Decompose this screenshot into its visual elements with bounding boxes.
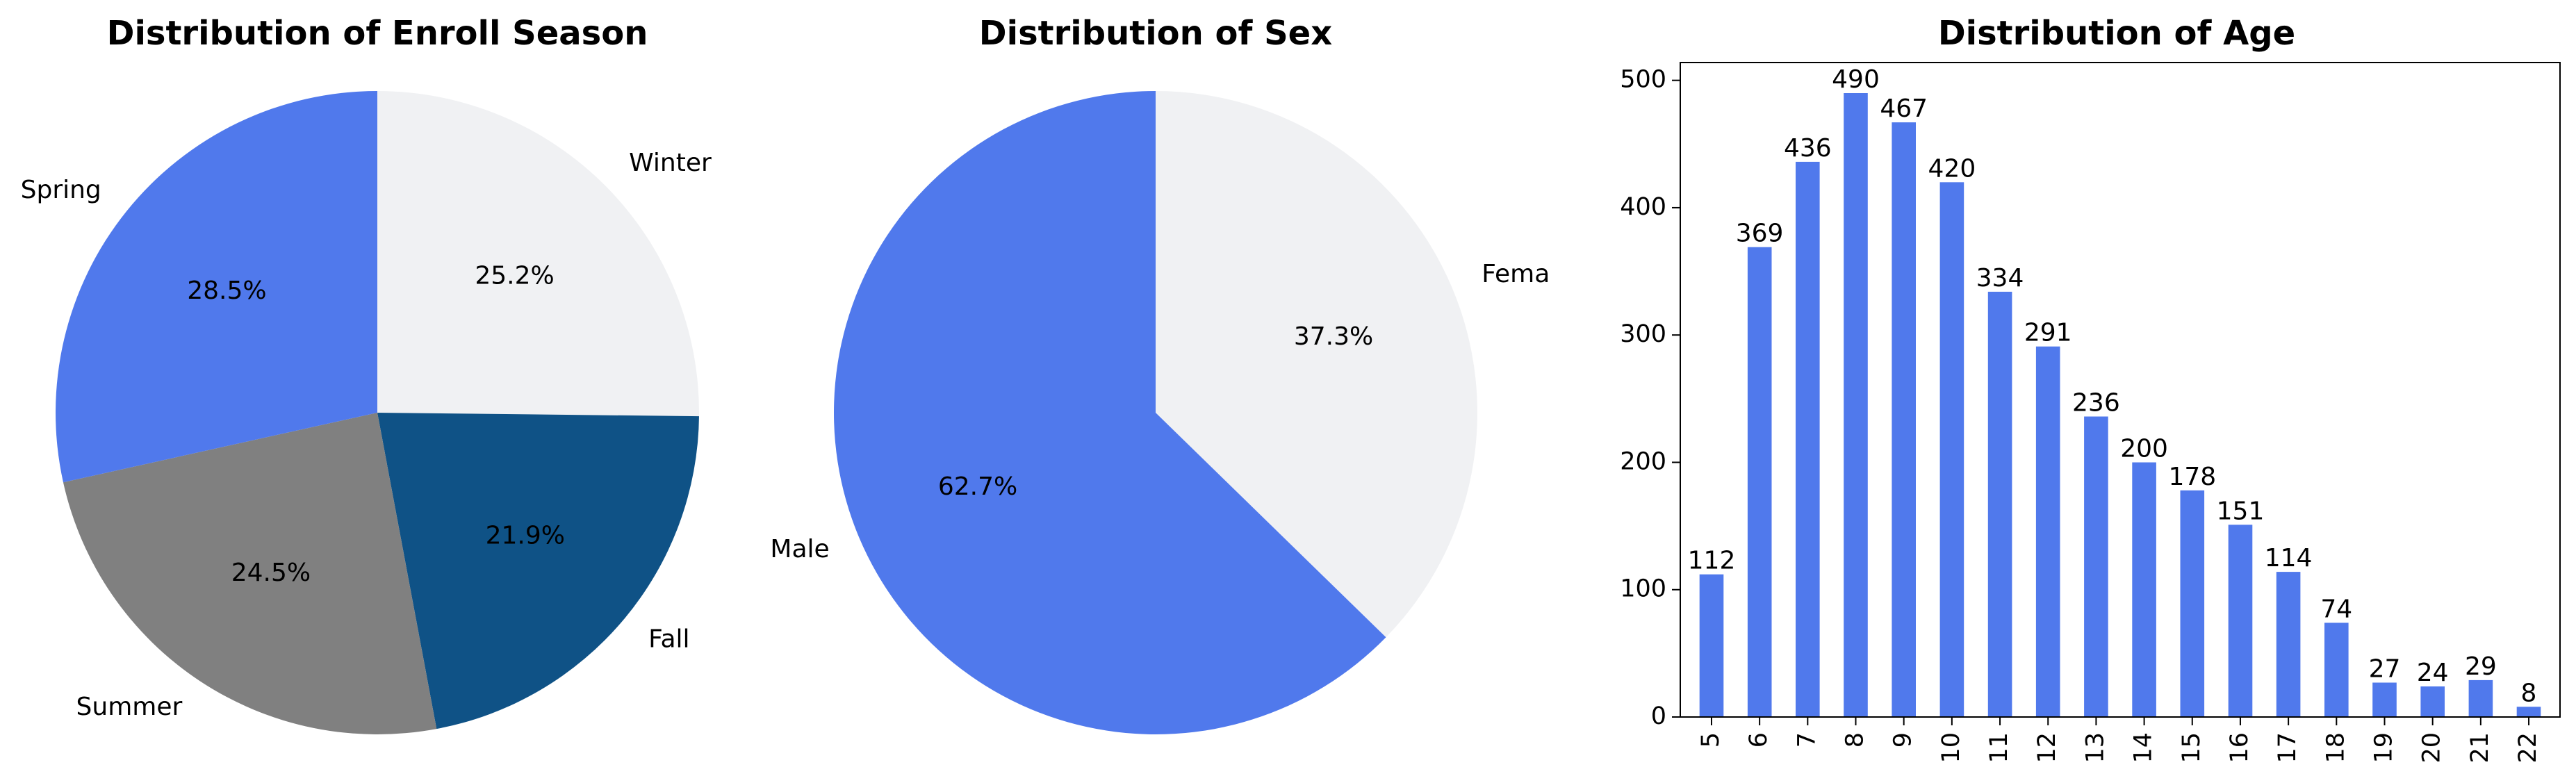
pie-slice-winter: [377, 91, 699, 417]
bar-value-label: 74: [2320, 595, 2352, 623]
bar-value-label: 29: [2465, 652, 2497, 681]
bar-age-21: [2468, 679, 2493, 717]
bar-age-17: [2276, 572, 2301, 717]
x-tick-label: 13: [2081, 732, 2109, 764]
bar-age-20: [2420, 686, 2445, 717]
pie-category-label-male: Male: [770, 535, 829, 563]
bar-age-6: [1747, 247, 1772, 717]
plot-frame: [1680, 62, 2561, 718]
bar-value-label: 24: [2417, 659, 2449, 687]
x-tick-label: 6: [1745, 732, 1773, 748]
bar-age-15: [2180, 490, 2205, 717]
y-tick-label: 100: [1620, 575, 1666, 603]
x-tick-label: 21: [2466, 732, 2494, 764]
bar-age-7: [1796, 161, 1820, 717]
y-tick-label: 300: [1620, 320, 1666, 348]
sex-title: Distribution of Sex: [979, 14, 1332, 53]
enroll-season-title: Distribution of Enroll Season: [107, 14, 648, 53]
x-tick-label: 11: [1985, 732, 2013, 764]
bar-value-label: 420: [1928, 154, 1976, 183]
pie-category-label-summer: Summer: [76, 693, 183, 721]
x-tick-label: 8: [1841, 732, 1869, 748]
pie-percent-label-fall: 21.9%: [486, 522, 565, 550]
pie-percent-label-male: 62.7%: [938, 472, 1017, 501]
bar-age-22: [2516, 707, 2541, 717]
pie-slice-female: [1156, 91, 1478, 638]
bar-age-16: [2228, 525, 2253, 717]
pie-slice-spring: [55, 91, 377, 483]
bar-value-label: 236: [2072, 389, 2120, 418]
pie-category-label-female: Female: [1482, 260, 1550, 288]
pie-category-label-winter: Winter: [629, 149, 712, 177]
bar-value-label: 151: [2217, 497, 2265, 525]
bar-age-8: [1844, 93, 1868, 717]
bar-value-label: 200: [2120, 435, 2168, 463]
y-tick-label: 200: [1620, 447, 1666, 475]
x-tick-label: 12: [2033, 732, 2061, 764]
pie-percent-label-female: 37.3%: [1294, 322, 1373, 351]
bar-value-label: 112: [1688, 547, 1736, 575]
sex-pie-svg: Distribution of Sex Female 37.3% Male 62.7%: [770, 14, 1550, 734]
x-tick-label: 19: [2370, 732, 2398, 764]
x-tick-label: 18: [2322, 732, 2349, 764]
x-tick-label: 16: [2226, 732, 2254, 764]
x-tick-label: 22: [2514, 732, 2542, 764]
sex-pie-chart: Distribution of Sex Female 37.3% Male 62.7%: [757, 0, 1550, 783]
bar-value-label: 114: [2265, 544, 2313, 572]
bar-age-5: [1699, 574, 1724, 717]
bar-age-19: [2372, 682, 2397, 717]
pie-percent-label-spring: 28.5%: [187, 277, 266, 305]
bar-age-12: [2035, 346, 2060, 717]
bar-value-label: 8: [2521, 679, 2537, 707]
y-tick-label: 0: [1651, 702, 1666, 730]
enroll-season-pie-chart: Distribution of Enroll Season Winter 25.2…: [0, 0, 757, 783]
bar-age-9: [1892, 122, 1916, 718]
x-tick-label: 7: [1793, 732, 1821, 748]
pie-category-label-fall: Fall: [648, 625, 689, 653]
x-tick-label: 17: [2274, 732, 2302, 764]
y-tick-label: 400: [1620, 193, 1666, 221]
bar-age-18: [2324, 623, 2349, 717]
bar-value-label: 436: [1784, 134, 1832, 163]
x-tick-label: 15: [2178, 732, 2206, 764]
enroll-season-pie-svg: Distribution of Enroll Season Winter 25.2…: [21, 14, 712, 735]
bar-age-10: [1939, 182, 1964, 717]
age-title: Distribution of Age: [1938, 14, 2295, 53]
bar-value-label: 490: [1832, 65, 1880, 94]
pie-percent-label-winter: 25.2%: [475, 262, 554, 290]
x-tick-label: 5: [1697, 732, 1725, 748]
pie-slice-summer: [63, 413, 437, 735]
bar-age-13: [2084, 416, 2108, 717]
bar-value-label: 467: [1880, 94, 1928, 123]
bar-value-label: 291: [2024, 319, 2072, 347]
bar-value-label: 369: [1736, 220, 1784, 248]
x-tick-label: 9: [1889, 732, 1917, 748]
x-tick-label: 10: [1937, 732, 1965, 764]
pie-slice-fall: [377, 413, 699, 730]
y-tick-label: 500: [1620, 66, 1666, 94]
age-bar-chart: Distribution of Age 0 100 200 300 400 500 112 5…: [1550, 0, 2576, 783]
x-tick-label: 14: [2130, 732, 2158, 764]
bar-age-11: [1987, 291, 2012, 717]
age-bar-svg: Distribution of Age 0 100 200 300 400 500 112 5…: [1620, 14, 2561, 764]
bar-value-label: 178: [2168, 463, 2216, 491]
pie-category-label-spring: Spring: [21, 176, 101, 204]
bar-age-14: [2132, 462, 2156, 717]
pie-percent-label-summer: 24.5%: [231, 559, 311, 587]
x-tick-label: 20: [2418, 732, 2446, 764]
bar-value-label: 334: [1976, 264, 2024, 292]
pie-slice-male: [834, 91, 1386, 734]
bar-value-label: 27: [2369, 655, 2401, 684]
